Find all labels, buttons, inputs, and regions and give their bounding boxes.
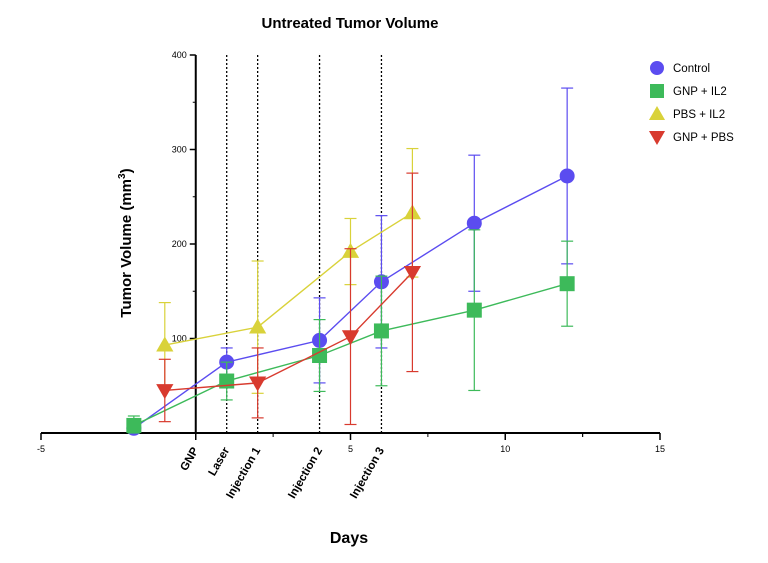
legend-label: GNP + IL2 xyxy=(673,86,727,98)
x-tick-label: 15 xyxy=(655,444,665,454)
data-point xyxy=(373,323,389,339)
data-point xyxy=(466,215,482,231)
y-axis-label-close: ) xyxy=(118,168,135,173)
data-point xyxy=(156,336,174,352)
data-point xyxy=(341,330,360,346)
y-axis-label-main: Tumor Volume (mm xyxy=(118,179,135,318)
event-label: Injection 3 xyxy=(348,446,387,501)
data-point xyxy=(156,384,174,400)
data-point xyxy=(650,61,664,75)
y-tick-label: 100 xyxy=(172,334,187,344)
data-point xyxy=(648,105,666,120)
x-tick-label: 5 xyxy=(348,444,353,454)
data-point xyxy=(403,265,422,281)
data-point xyxy=(648,131,666,146)
x-tick-label: -5 xyxy=(37,444,45,454)
event-label: Laser xyxy=(207,445,233,478)
y-axis-label-superscript: 3 xyxy=(117,173,128,179)
data-point xyxy=(559,276,575,292)
data-point xyxy=(650,84,664,98)
data-point xyxy=(249,376,267,392)
data-point xyxy=(249,318,267,334)
x-tick-label: 10 xyxy=(500,444,510,454)
event-label: Injection 2 xyxy=(286,446,325,501)
x-axis-label: Days xyxy=(330,530,368,547)
data-point xyxy=(559,168,575,184)
y-tick-label: 400 xyxy=(172,50,187,60)
data-point xyxy=(466,302,482,318)
series-layer xyxy=(126,87,575,436)
axes: -5 5 10 15 100 200 300 400 xyxy=(37,50,665,454)
y-axis-label: Tumor Volume (mm3) xyxy=(117,168,135,317)
data-point xyxy=(126,417,142,433)
legend-label: PBS + IL2 xyxy=(673,109,725,121)
event-label: GNP xyxy=(178,445,201,473)
legend: Control GNP + IL2 PBS + IL2 GNP + PBS xyxy=(648,61,734,146)
y-tick-label: 200 xyxy=(172,239,187,249)
data-point xyxy=(312,348,328,364)
y-tick-label: 300 xyxy=(172,145,187,155)
legend-label: Control xyxy=(673,63,710,75)
chart-title: Untreated Tumor Volume xyxy=(262,15,439,32)
series-gnp-pbs xyxy=(156,172,422,426)
series-line xyxy=(164,271,413,392)
legend-label: GNP + PBS xyxy=(673,132,734,144)
series-line xyxy=(164,212,413,346)
